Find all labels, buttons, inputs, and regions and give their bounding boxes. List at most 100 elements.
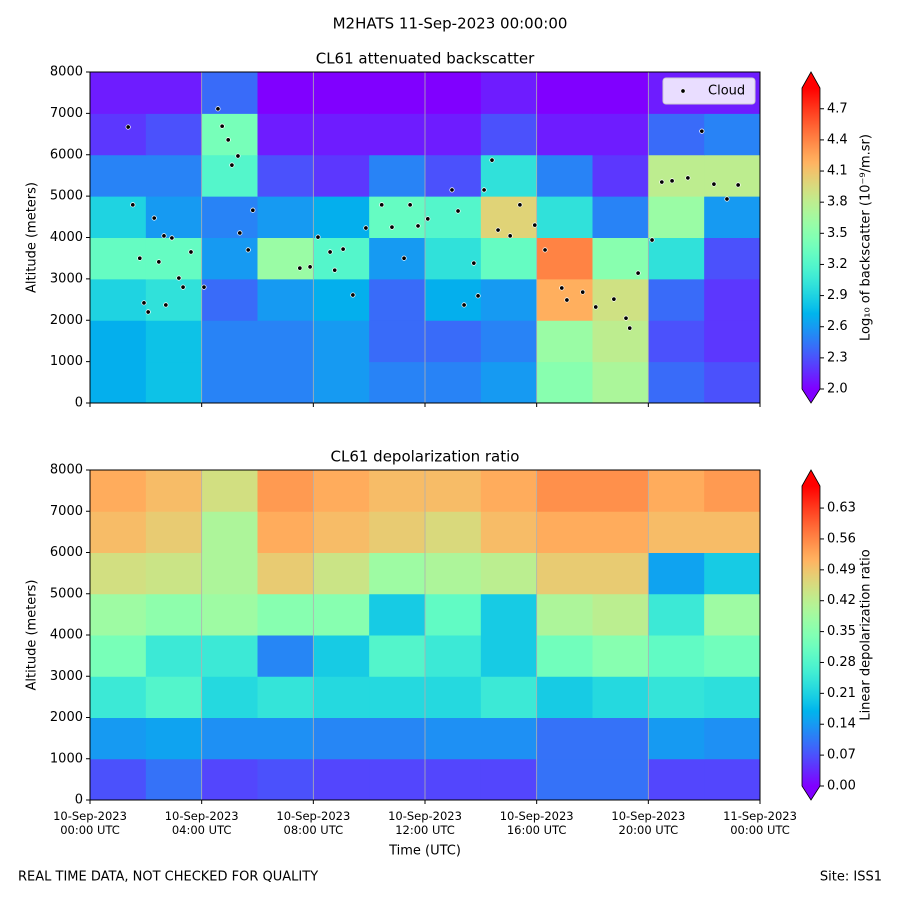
cloud-point [379, 202, 385, 208]
heatmap-cell [313, 72, 370, 114]
heatmap-cell [536, 154, 593, 197]
cloud-point [711, 181, 717, 187]
heatmap-cell [201, 196, 258, 238]
y-tick-label: 2000 [50, 710, 83, 725]
heatmap-cell [90, 552, 147, 595]
x-tick-label: 10-Sep-2023 20:00 UTC [611, 809, 686, 837]
cloud-point [141, 300, 147, 306]
colorbar-tick-label: 0.42 [827, 593, 856, 608]
heatmap-cell [90, 717, 147, 760]
colorbar-tick-label: 0.07 [827, 748, 856, 763]
cloud-point [389, 224, 395, 230]
heatmap-cell [425, 635, 482, 677]
x-tick-label: 11-Sep-2023 00:00 UTC [723, 809, 797, 837]
heatmap-cell [145, 320, 203, 363]
heatmap-cell [257, 154, 314, 197]
heatmap-cell [145, 72, 203, 114]
heatmap-cell [369, 470, 426, 512]
heatmap-cell [704, 717, 761, 760]
cloud-point [542, 247, 548, 253]
cloud-point [219, 123, 225, 129]
heatmap-cell [201, 552, 258, 595]
cloud-point [163, 302, 169, 308]
heatmap-cell [425, 717, 482, 760]
panel-title: CL61 attenuated backscatter [316, 50, 535, 68]
colorbar-tick-label: 4.4 [827, 132, 848, 147]
heatmap-cell [257, 593, 314, 636]
heatmap-cell [536, 717, 593, 760]
colorbar-tick-label: 0.49 [827, 562, 856, 577]
heatmap-cell [480, 72, 538, 114]
cloud-point [315, 234, 321, 240]
cloud-point [593, 304, 599, 310]
heatmap-cell [145, 113, 203, 156]
heatmap-cell [313, 717, 370, 760]
heatmap-cell [313, 552, 370, 595]
heatmap-cell [592, 113, 649, 156]
cloud-point [250, 207, 256, 213]
heatmap-cell [648, 717, 705, 760]
cloud-point [471, 260, 477, 266]
y-tick-label: 4000 [50, 628, 83, 643]
colorbar-tick-label: 3.8 [827, 195, 848, 210]
colorbar-extend-top [802, 470, 820, 486]
heatmap-cell [313, 278, 370, 321]
heatmap-cell [90, 361, 147, 404]
colorbar-extend-bottom [802, 786, 820, 800]
heatmap-cell [90, 113, 147, 156]
cloud-point [627, 325, 633, 331]
heatmap-cell [480, 511, 538, 553]
x-tick-label: 10-Sep-2023 00:00 UTC [53, 809, 127, 837]
x-tick-label: 10-Sep-2023 04:00 UTC [164, 809, 239, 837]
heatmap-cell [536, 635, 593, 677]
cloud-point [340, 246, 346, 252]
heatmap-cell [313, 237, 370, 280]
cloud-point [489, 157, 495, 163]
heatmap-cell [369, 676, 426, 718]
heatmap-cell [257, 717, 314, 760]
heatmap-cell [369, 717, 426, 760]
heatmap-cell [145, 676, 203, 718]
heatmap-cell [536, 758, 593, 801]
cloud-point [363, 225, 369, 231]
heatmap-cell [369, 72, 426, 114]
cloud-point [649, 237, 655, 243]
y-tick-label: 1000 [50, 751, 83, 766]
cloud-point [125, 124, 131, 130]
heatmap-cell [90, 72, 147, 114]
cloud-point [161, 233, 167, 239]
heatmap-cell [201, 154, 258, 197]
heatmap-cell [313, 758, 370, 801]
cloud-point [455, 208, 461, 214]
heatmap-cell [536, 196, 593, 238]
colorbar-tick-label: 3.5 [827, 226, 848, 241]
heatmap-cell [425, 72, 482, 114]
heatmap-cell [201, 511, 258, 553]
heatmap-cell [425, 470, 482, 512]
colorbar-tick-label: 0.00 [827, 779, 856, 794]
heatmap-cell [201, 278, 258, 321]
cloud-point [188, 249, 194, 255]
heatmap-cell [648, 470, 705, 512]
heatmap-cell [704, 113, 761, 156]
colorbar-tick-label: 0.56 [827, 531, 856, 546]
heatmap-cell [145, 717, 203, 760]
colorbar-tick-label: 2.9 [827, 288, 848, 303]
heatmap-cell [201, 470, 258, 512]
heatmap-cell [145, 758, 203, 801]
heatmap-cell [480, 470, 538, 512]
heatmap-cell [592, 320, 649, 363]
y-tick-label: 7000 [50, 106, 83, 121]
heatmap-cell [369, 196, 426, 238]
cloud-point [735, 182, 741, 188]
y-tick-label: 8000 [50, 463, 83, 478]
colorbar-extend-top [802, 72, 820, 88]
heatmap-cell [648, 237, 705, 280]
heatmap-cell [425, 511, 482, 553]
colorbar-tick-label: 4.1 [827, 164, 848, 179]
heatmap-cell [257, 196, 314, 238]
y-axis-label: Altitude (meters) [25, 182, 40, 293]
cloud-point [481, 187, 487, 193]
